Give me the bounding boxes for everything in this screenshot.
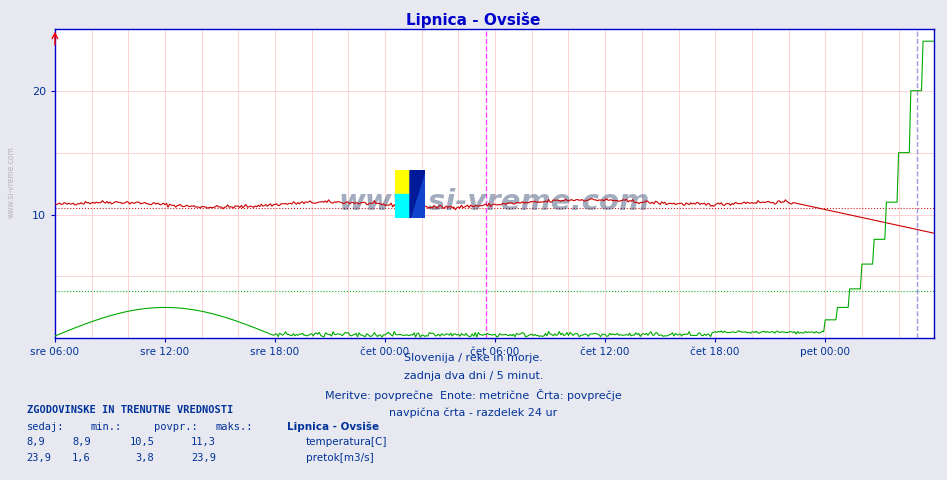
Text: www.si-vreme.com: www.si-vreme.com [339,188,650,216]
Text: 8,9: 8,9 [72,437,91,447]
Text: 3,8: 3,8 [135,453,154,463]
Text: Meritve: povprečne  Enote: metrične  Črta: povprečje: Meritve: povprečne Enote: metrične Črta:… [325,389,622,401]
Text: min.:: min.: [91,421,122,432]
Polygon shape [410,170,425,218]
Bar [395,170,410,194]
Polygon shape [410,170,425,218]
Text: Slovenija / reke in morje.: Slovenija / reke in morje. [404,353,543,363]
Text: pretok[m3/s]: pretok[m3/s] [306,453,374,463]
Text: 11,3: 11,3 [191,437,216,447]
Text: 23,9: 23,9 [191,453,216,463]
Text: Lipnica - Ovsiše: Lipnica - Ovsiše [406,12,541,28]
Text: www.si-vreme.com: www.si-vreme.com [7,146,16,218]
Text: Lipnica - Ovsiše: Lipnica - Ovsiše [287,421,379,432]
Text: 10,5: 10,5 [130,437,154,447]
Text: maks.:: maks.: [216,421,254,432]
Text: temperatura[C]: temperatura[C] [306,437,387,447]
Bar [395,194,410,218]
Text: ZGODOVINSKE IN TRENUTNE VREDNOSTI: ZGODOVINSKE IN TRENUTNE VREDNOSTI [27,405,233,415]
Text: navpična črta - razdelek 24 ur: navpična črta - razdelek 24 ur [389,408,558,418]
Text: 1,6: 1,6 [72,453,91,463]
Text: 8,9: 8,9 [27,437,45,447]
Text: sedaj:: sedaj: [27,421,64,432]
Text: povpr.:: povpr.: [154,421,198,432]
Text: 23,9: 23,9 [27,453,51,463]
Text: zadnja dva dni / 5 minut.: zadnja dva dni / 5 minut. [403,371,544,381]
